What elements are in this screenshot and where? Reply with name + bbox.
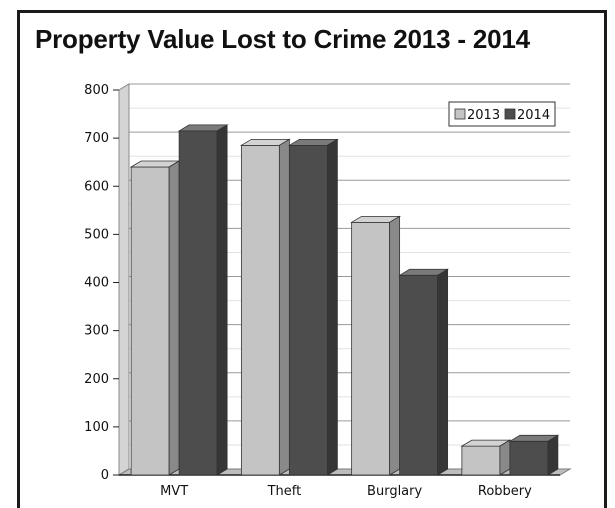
legend-label: 2014 [517, 108, 550, 123]
bar-front [130, 166, 170, 476]
bar-side [499, 439, 511, 476]
bar-burglary-2013 [350, 215, 402, 476]
bar-theft-2014 [287, 138, 339, 476]
bar-robbery-2014 [508, 434, 560, 476]
bar-side [168, 160, 180, 476]
chart-title: Property Value Lost to Crime 2013 - 2014 [35, 24, 530, 54]
x-tick-label: MVT [160, 484, 188, 499]
bars-layer [129, 124, 560, 476]
bar-robbery-2013 [460, 439, 512, 476]
x-tick-label: Theft [267, 484, 302, 499]
y-tick-label: 300 [84, 324, 109, 339]
y-tick-label: 400 [84, 276, 109, 291]
bar-front [351, 221, 391, 476]
legend-label: 2013 [467, 108, 500, 123]
legend-swatch [454, 108, 466, 120]
bar-front [399, 274, 439, 476]
y-axis-wall [118, 83, 130, 476]
bar-mvt-2014 [177, 124, 229, 476]
axis-layer: 0 100 200 300 400 500 600 700 800 MVT Theft Burglar… [84, 83, 572, 499]
legend: 2013 2014 [448, 101, 556, 127]
bar-front [461, 445, 501, 476]
bar-burglary-2014 [398, 268, 450, 476]
bar-side [389, 215, 401, 476]
bar-side [437, 268, 449, 476]
legend-swatch [504, 108, 516, 120]
bar-theft-2013 [239, 138, 291, 476]
bar-side [216, 124, 228, 476]
bar-mvt-2013 [129, 160, 181, 476]
x-tick-label: Robbery [478, 484, 532, 499]
y-tick-label: 700 [84, 131, 109, 146]
bar-front [240, 144, 280, 476]
y-tick-label: 600 [84, 179, 109, 194]
bar-front [178, 130, 218, 476]
y-tick-label: 500 [84, 227, 109, 242]
legend-box [448, 101, 556, 127]
bar-side [326, 138, 338, 476]
x-tick-label: Burglary [367, 484, 422, 499]
y-tick-label: 800 [84, 83, 109, 98]
bar-front [509, 440, 549, 476]
bar-side [547, 434, 559, 476]
bar-front [288, 144, 328, 476]
bar-side [278, 138, 290, 476]
y-tick-label: 0 [101, 468, 109, 483]
y-tick-label: 100 [84, 420, 109, 435]
y-tick-label: 200 [84, 372, 109, 387]
